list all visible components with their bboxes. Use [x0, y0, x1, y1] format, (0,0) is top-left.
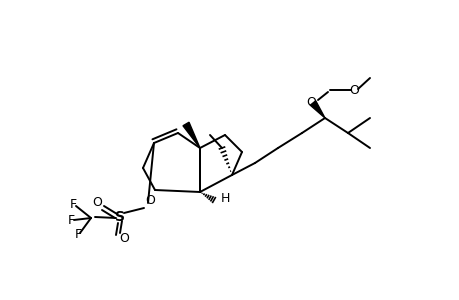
Text: O: O	[305, 95, 315, 109]
Polygon shape	[309, 101, 325, 118]
Text: H: H	[220, 191, 229, 205]
Text: O: O	[145, 194, 155, 208]
Text: F: F	[74, 229, 81, 242]
Text: F: F	[67, 214, 74, 226]
Polygon shape	[183, 122, 200, 148]
Text: S: S	[115, 210, 125, 224]
Text: F: F	[69, 199, 76, 212]
Text: O: O	[119, 232, 129, 244]
Text: O: O	[92, 196, 102, 208]
Text: O: O	[348, 83, 358, 97]
